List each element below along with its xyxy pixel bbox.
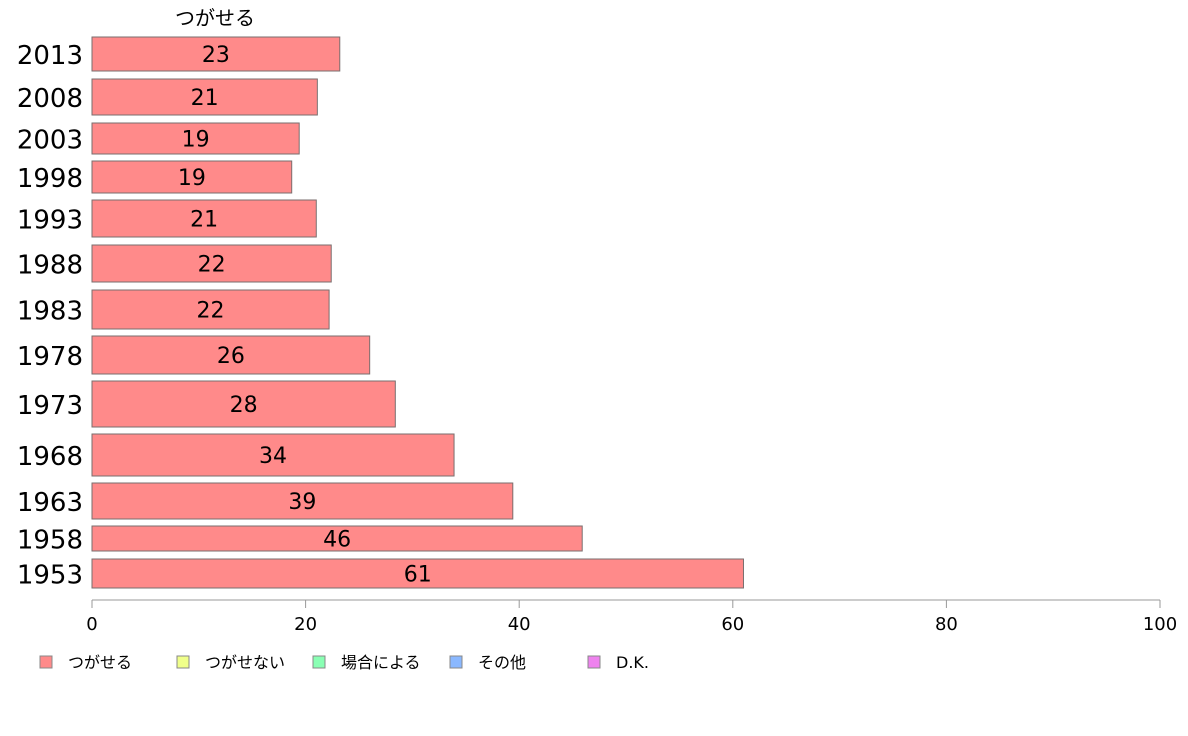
bar-1998 [91, 160, 293, 194]
legend: つがせる つがせない 場合による その他 D.K. [39, 653, 649, 672]
legend-label: 場合による [341, 653, 421, 672]
data-label-1988: 22 [198, 253, 226, 278]
x-tick-label: 100 [1143, 614, 1177, 635]
data-label-1973: 28 [230, 393, 258, 418]
data-label-1963: 39 [288, 490, 316, 515]
y-tick-label: 1968 [17, 442, 83, 472]
y-tick-label: 1993 [17, 206, 83, 236]
bar-2003 [91, 122, 300, 155]
y-tick-label: 1958 [17, 526, 83, 556]
bar-1963 [91, 482, 514, 520]
y-tick-label: 1963 [17, 488, 83, 518]
bar-2008 [91, 78, 318, 116]
y-tick-label: 1953 [17, 561, 83, 591]
data-label-1968: 34 [259, 444, 287, 469]
y-tick-label: 1973 [17, 391, 83, 421]
legend-label: つがせない [205, 653, 285, 672]
x-axis: 0 20 40 60 80 100 [86, 599, 1177, 635]
data-label-1993: 21 [190, 208, 218, 233]
bar-1983 [91, 289, 330, 330]
y-tick-label: 1978 [17, 342, 83, 372]
series-title: つがせる [175, 6, 255, 30]
legend-swatch [176, 655, 190, 669]
legend-label: つがせる [68, 653, 132, 672]
legend-swatch [312, 655, 326, 669]
x-tick-label: 40 [508, 614, 531, 635]
data-label-1958: 46 [323, 528, 351, 553]
y-tick-label: 1998 [17, 164, 83, 194]
data-label-1978: 26 [217, 344, 245, 369]
bar-1958 [91, 525, 583, 552]
bar-1988 [91, 244, 332, 283]
legend-swatch [449, 655, 463, 669]
x-tick-label: 0 [86, 614, 97, 635]
y-axis-labels: 2013 2008 2003 1998 1993 1988 1983 1978 1973 1968… [17, 41, 83, 591]
data-label-1953: 61 [404, 563, 432, 588]
y-tick-label: 2003 [17, 126, 83, 156]
bar-1953 [91, 558, 744, 589]
bar-1993 [91, 199, 317, 238]
bar-2013 [91, 36, 341, 72]
x-tick-label: 80 [935, 614, 958, 635]
legend-label: D.K. [616, 653, 649, 672]
legend-swatch [39, 655, 53, 669]
x-tick-label: 60 [721, 614, 744, 635]
bar-1978 [91, 335, 371, 375]
data-label-2013: 23 [202, 43, 230, 68]
x-tick-label: 20 [294, 614, 317, 635]
y-tick-label: 1983 [17, 297, 83, 327]
legend-swatch [587, 655, 601, 669]
data-label-2008: 21 [191, 86, 219, 111]
y-tick-label: 2013 [17, 41, 83, 71]
data-label-2003: 19 [182, 128, 210, 153]
data-label-1983: 22 [197, 299, 225, 324]
bar-1968 [91, 433, 455, 477]
y-tick-label: 2008 [17, 84, 83, 114]
bar-1973 [91, 380, 396, 428]
data-label-1998: 19 [178, 166, 206, 191]
y-tick-label: 1988 [17, 251, 83, 281]
legend-label: その他 [478, 653, 526, 672]
